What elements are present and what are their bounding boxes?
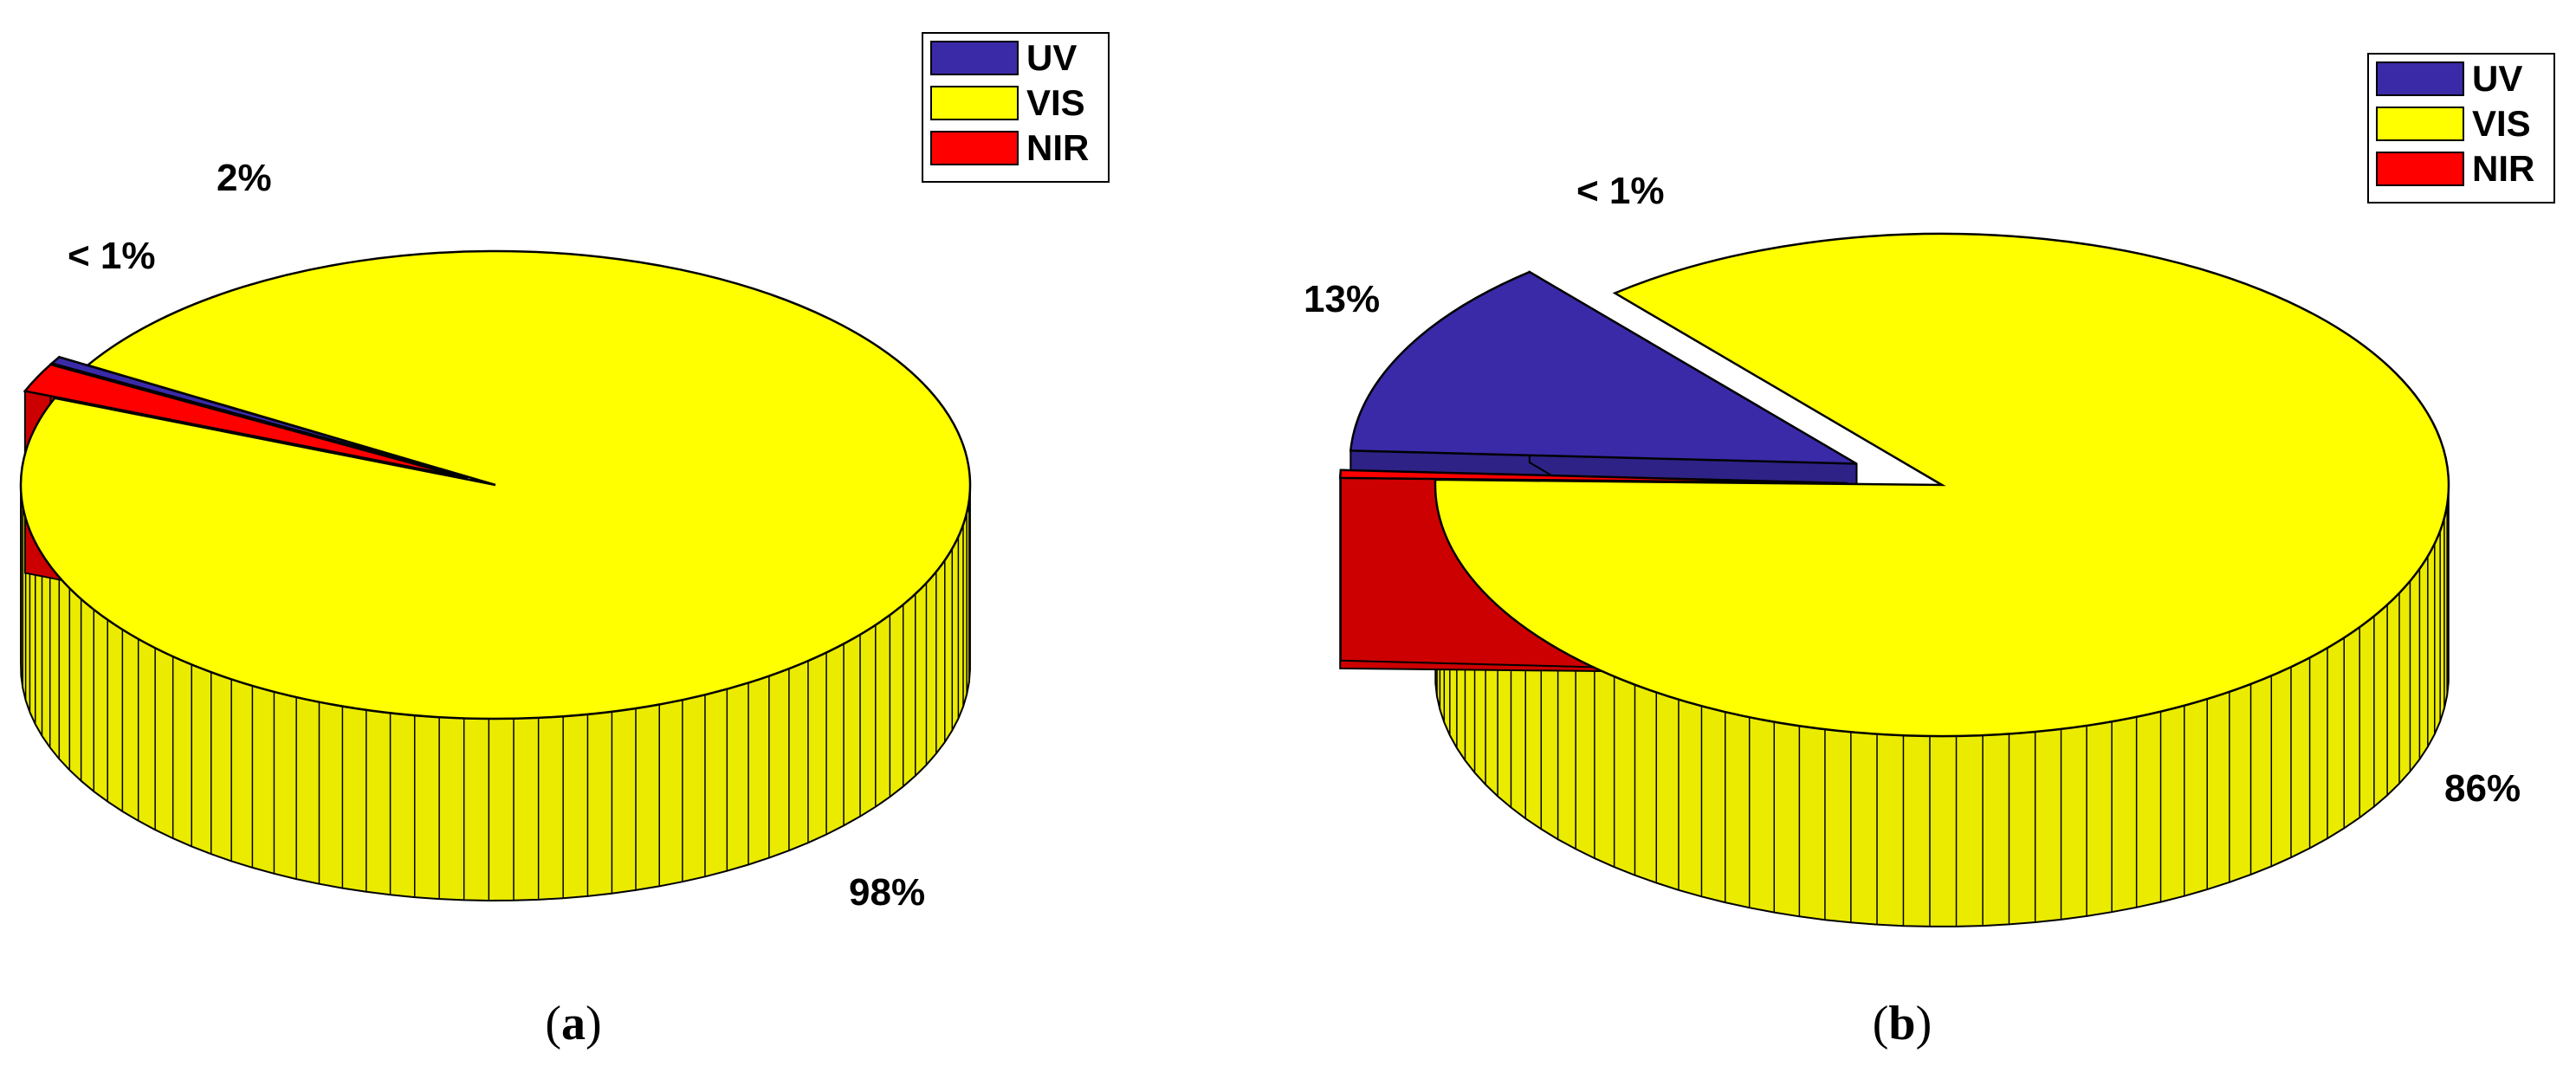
- data-label-uv: 13%: [1304, 278, 1380, 320]
- slice-nir: [23, 363, 467, 480]
- caption-b: (b): [1873, 997, 1932, 1050]
- legend-label-uv: UV: [2472, 58, 2522, 99]
- data-label-nir: < 1%: [1576, 170, 1665, 212]
- slice-vis: [1434, 232, 2450, 738]
- slice-nir: [1338, 468, 1848, 485]
- pie-b-slices: [1338, 232, 2450, 927]
- legend-swatch-vis: [930, 86, 1019, 120]
- legend-label-nir: NIR: [1026, 127, 1089, 168]
- legend-swatch-nir: [2376, 152, 2464, 186]
- legend-swatch-nir: [930, 131, 1019, 165]
- legend-swatch-uv: [2376, 61, 2464, 96]
- slice-side-vis: [20, 481, 971, 902]
- pie-b-labels: 13% 86% < 1%: [1304, 170, 2521, 810]
- caption-a: (a): [545, 997, 601, 1050]
- data-label-nir: 2%: [217, 157, 272, 199]
- data-label-uv: < 1%: [68, 235, 156, 277]
- legend-swatch-vis: [2376, 107, 2464, 141]
- data-label-vis: 86%: [2444, 767, 2521, 810]
- legend-label-uv: UV: [1026, 37, 1077, 78]
- pie-a-labels: < 1% 98% 2%: [68, 157, 925, 914]
- data-label-vis: 98%: [849, 871, 925, 914]
- slice-vis: [19, 249, 972, 720]
- legend-label-nir: NIR: [2472, 148, 2534, 189]
- pie-a-slices: [19, 249, 972, 902]
- legend-label-vis: VIS: [1026, 82, 1085, 123]
- legend-swatch-uv: [930, 41, 1019, 75]
- legend-label-vis: VIS: [2472, 103, 2531, 144]
- slice-uv: [1349, 270, 1858, 465]
